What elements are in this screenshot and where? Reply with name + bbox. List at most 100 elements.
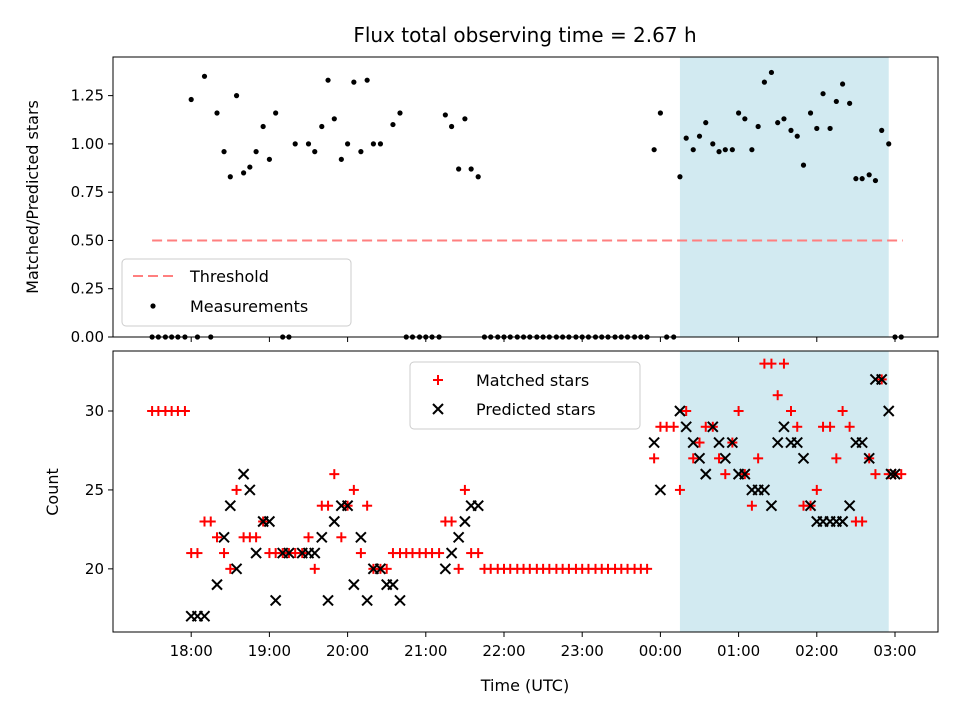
legend-matched-label: Matched stars bbox=[476, 371, 589, 390]
measurement-point bbox=[475, 174, 481, 180]
x-axis-label: Time (UTC) bbox=[480, 676, 569, 695]
predicted-point bbox=[348, 578, 360, 591]
top-y-ticks: 0.00 0.25 0.50 0.75 1.00 1.25 bbox=[71, 87, 113, 346]
measurement-point bbox=[859, 176, 865, 182]
predicted-point bbox=[778, 421, 790, 433]
measurement-point bbox=[866, 172, 872, 178]
top-axes-frame bbox=[112, 56, 939, 338]
bottom-highlight-band bbox=[679, 351, 889, 632]
measurement-point bbox=[364, 77, 370, 83]
matched-point bbox=[323, 500, 334, 511]
measurement-point bbox=[240, 170, 247, 176]
predicted-point bbox=[244, 484, 256, 496]
measurement-point bbox=[749, 147, 755, 153]
measurement-point bbox=[820, 91, 826, 97]
measurement-point bbox=[338, 156, 344, 162]
measurement-point bbox=[872, 177, 879, 184]
matched-point bbox=[649, 453, 660, 464]
bottom-legend: Matched stars Predicted stars bbox=[409, 361, 641, 430]
matched-point bbox=[303, 532, 314, 543]
legend-predicted-swatch bbox=[432, 403, 444, 415]
matched-point bbox=[219, 548, 230, 559]
predicted-point bbox=[341, 500, 354, 512]
predicted-point bbox=[224, 500, 237, 512]
predicted-point bbox=[791, 436, 803, 449]
top-y-tick-label: 0.25 bbox=[71, 280, 104, 298]
top-y-tick-label: 0.00 bbox=[71, 328, 104, 346]
predicted-point bbox=[361, 594, 373, 607]
predicted-point bbox=[250, 547, 262, 559]
matched-point bbox=[453, 563, 464, 574]
predicted-point bbox=[237, 468, 250, 480]
x-tick-label: 22:00 bbox=[482, 642, 525, 660]
measurement-point bbox=[696, 133, 703, 139]
measurement-point bbox=[442, 112, 448, 118]
matched-point bbox=[785, 405, 796, 416]
matched-point bbox=[772, 390, 783, 401]
measurement-point bbox=[722, 147, 728, 153]
predicted-point bbox=[472, 500, 484, 512]
measurement-point bbox=[716, 149, 722, 155]
measurement-point bbox=[344, 141, 351, 147]
predicted-point bbox=[693, 452, 706, 465]
matched-point bbox=[896, 469, 907, 480]
matched-point bbox=[642, 563, 653, 574]
top-y-tick-label: 0.75 bbox=[71, 183, 104, 201]
measurement-point bbox=[827, 125, 833, 132]
legend-measurements-label: Measurements bbox=[190, 297, 308, 316]
predicted-point bbox=[843, 500, 856, 512]
matched-point bbox=[336, 532, 347, 543]
top-y-tick-label: 0.50 bbox=[71, 231, 104, 249]
matched-point bbox=[446, 516, 457, 527]
predicted-point bbox=[765, 500, 778, 512]
predicted-point bbox=[875, 373, 888, 386]
predicted-point bbox=[198, 610, 211, 622]
predicted-point bbox=[758, 484, 771, 496]
predicted-point bbox=[726, 436, 739, 449]
measurement-point bbox=[657, 110, 663, 116]
measurement-point bbox=[788, 127, 794, 133]
x-tick-label: 20:00 bbox=[326, 642, 369, 660]
measurement-point bbox=[292, 141, 298, 147]
x-tick-label: 02:00 bbox=[795, 642, 838, 660]
legend-predicted-label: Predicted stars bbox=[476, 400, 596, 419]
matched-point bbox=[348, 484, 359, 495]
measurement-point bbox=[456, 166, 462, 172]
matched-point bbox=[329, 469, 340, 480]
predicted-point bbox=[707, 421, 719, 433]
top-highlight-band-group bbox=[679, 57, 889, 337]
measurement-point bbox=[761, 79, 767, 85]
predicted-point bbox=[674, 405, 686, 417]
x-tick-label: 01:00 bbox=[717, 642, 760, 660]
x-tick-label: 19:00 bbox=[248, 642, 291, 660]
predicted-point bbox=[269, 594, 282, 607]
matched-point bbox=[792, 421, 803, 432]
measurement-point bbox=[677, 174, 683, 180]
matched-point bbox=[870, 469, 881, 480]
measurement-point bbox=[351, 79, 357, 85]
predicted-point bbox=[230, 563, 243, 575]
predicted-point bbox=[459, 515, 471, 528]
predicted-point bbox=[771, 436, 784, 449]
measurement-point bbox=[266, 156, 272, 162]
top-x-ticks bbox=[190, 337, 896, 342]
predicted-point bbox=[387, 578, 399, 591]
predicted-point bbox=[889, 468, 901, 480]
predicted-point bbox=[374, 563, 387, 575]
measurement-point bbox=[794, 133, 800, 139]
measurement-point bbox=[735, 110, 742, 116]
predicted-point bbox=[739, 468, 751, 480]
matched-point bbox=[811, 484, 822, 495]
measurement-point bbox=[690, 147, 696, 153]
measurement-point bbox=[651, 147, 657, 153]
matched-point bbox=[831, 453, 842, 464]
matched-point bbox=[837, 405, 848, 416]
legend-threshold-label: Threshold bbox=[189, 267, 269, 286]
bottom-x-ticks: 18:00 19:00 20:00 21:00 22:00 23:00 00:00 01:00… bbox=[170, 632, 917, 660]
predicted-point bbox=[700, 468, 712, 480]
bottom-y-tick-label: 20 bbox=[85, 560, 104, 578]
measurement-point bbox=[839, 81, 846, 87]
measurement-point bbox=[847, 100, 853, 106]
top-legend: Threshold Measurements bbox=[121, 258, 352, 327]
